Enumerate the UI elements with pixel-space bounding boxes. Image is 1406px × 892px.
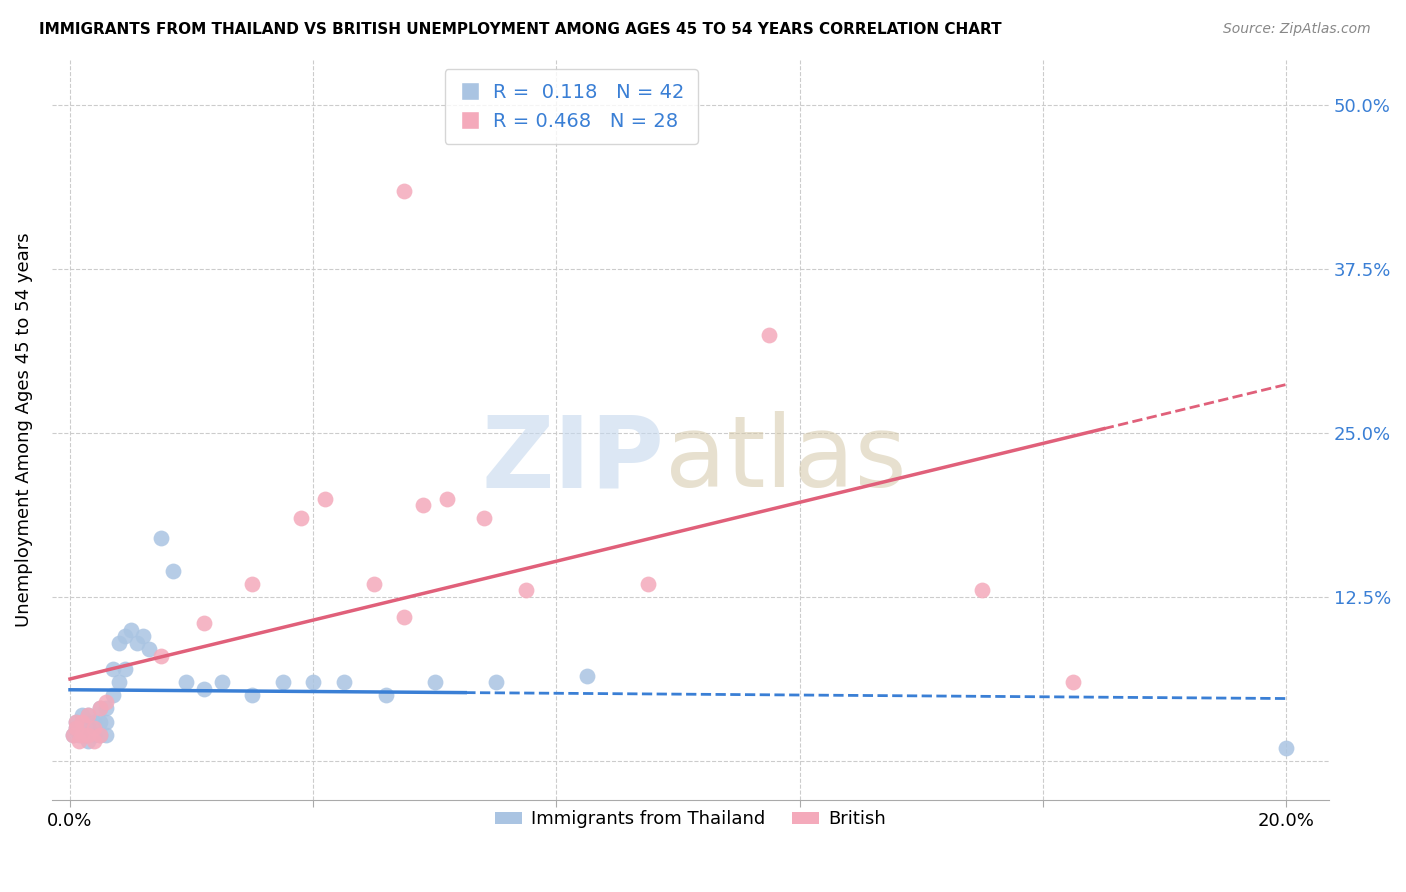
Point <box>89 701 111 715</box>
Point <box>77 734 100 748</box>
Text: Source: ZipAtlas.com: Source: ZipAtlas.com <box>1223 22 1371 37</box>
Point <box>394 184 416 198</box>
Point <box>62 728 84 742</box>
Point <box>114 629 136 643</box>
Point <box>107 675 129 690</box>
Point <box>758 327 780 342</box>
Point <box>89 714 111 729</box>
Point <box>96 728 118 742</box>
Point <box>412 498 434 512</box>
Point <box>290 511 312 525</box>
Point <box>302 675 325 690</box>
Point <box>242 577 264 591</box>
Point <box>89 701 111 715</box>
Point <box>62 728 84 742</box>
Point <box>67 734 90 748</box>
Point <box>70 708 93 723</box>
Point <box>101 662 124 676</box>
Y-axis label: Unemployment Among Ages 45 to 54 years: Unemployment Among Ages 45 to 54 years <box>15 233 32 627</box>
Point <box>972 583 994 598</box>
Point <box>423 675 446 690</box>
Point <box>485 675 508 690</box>
Point <box>436 491 458 506</box>
Point <box>472 511 495 525</box>
Point <box>65 714 87 729</box>
Point <box>83 728 105 742</box>
Point <box>1275 740 1298 755</box>
Point <box>101 689 124 703</box>
Point <box>637 577 659 591</box>
Point <box>83 721 105 735</box>
Point <box>132 629 155 643</box>
Point <box>150 648 173 663</box>
Point <box>77 721 100 735</box>
Point <box>314 491 336 506</box>
Point <box>70 728 93 742</box>
Point <box>375 689 398 703</box>
Point <box>89 728 111 742</box>
Text: atlas: atlas <box>665 411 907 508</box>
Point <box>363 577 385 591</box>
Point <box>67 728 90 742</box>
Point <box>332 675 354 690</box>
Point <box>107 636 129 650</box>
Point <box>65 721 87 735</box>
Point <box>65 721 87 735</box>
Point <box>96 695 118 709</box>
Point <box>83 734 105 748</box>
Point <box>150 531 173 545</box>
Point <box>77 728 100 742</box>
Point <box>125 636 148 650</box>
Text: ZIP: ZIP <box>482 411 665 508</box>
Point <box>193 681 215 696</box>
Point <box>83 714 105 729</box>
Point <box>114 662 136 676</box>
Point <box>242 689 264 703</box>
Point <box>162 564 184 578</box>
Legend: Immigrants from Thailand, British: Immigrants from Thailand, British <box>488 803 893 836</box>
Point <box>174 675 197 690</box>
Point <box>193 616 215 631</box>
Point <box>70 714 93 729</box>
Point <box>75 728 97 742</box>
Point <box>96 701 118 715</box>
Point <box>1062 675 1084 690</box>
Point <box>271 675 294 690</box>
Point <box>89 728 111 742</box>
Point <box>77 708 100 723</box>
Point <box>65 714 87 729</box>
Point <box>96 714 118 729</box>
Point <box>77 708 100 723</box>
Point <box>120 623 142 637</box>
Text: IMMIGRANTS FROM THAILAND VS BRITISH UNEMPLOYMENT AMONG AGES 45 TO 54 YEARS CORRE: IMMIGRANTS FROM THAILAND VS BRITISH UNEM… <box>39 22 1002 37</box>
Point <box>575 668 598 682</box>
Point <box>211 675 233 690</box>
Point <box>138 642 160 657</box>
Point <box>70 721 93 735</box>
Point <box>394 609 416 624</box>
Point <box>515 583 537 598</box>
